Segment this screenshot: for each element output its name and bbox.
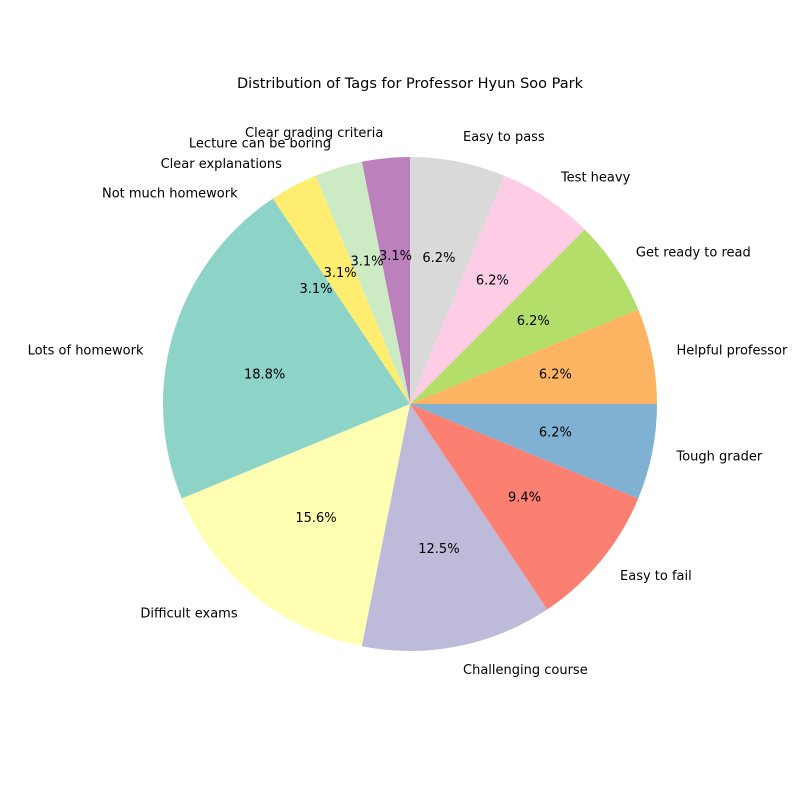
slice-pct-easy-to-fail: 9.4% <box>508 491 541 506</box>
slice-label-clear-explanations: Clear explanations <box>161 157 283 172</box>
slice-pct-helpful-professor: 6.2% <box>539 368 572 383</box>
pie-slice-lots-of-homework <box>162 229 410 499</box>
pie-slice-not-much-homework <box>235 198 410 404</box>
chart-title: Distribution of Tags for Professor Hyun … <box>237 76 584 92</box>
slice-label-tough-grader: Tough grader <box>675 450 762 465</box>
pie-slice-easy-to-pass <box>410 157 505 404</box>
pie-slice-lecture-can-be-boring <box>315 161 410 404</box>
slice-pct-tough-grader: 6.2% <box>539 425 572 440</box>
slice-pct-clear-explanations: 3.1% <box>324 266 357 281</box>
slice-label-lecture-can-be-boring: Lecture can be boring <box>189 137 331 152</box>
pie-slice-clear-grading-criteria <box>361 157 410 404</box>
slice-label-helpful-professor: Helpful professor <box>676 343 788 358</box>
pie-slice-difficult-exams <box>181 404 410 647</box>
pie-slice-helpful-professor <box>410 309 657 404</box>
pie-slice-tough-grader <box>410 404 657 499</box>
slice-pct-test-heavy: 6.2% <box>476 273 509 288</box>
slice-label-lots-of-homework: Lots of homework <box>28 343 144 358</box>
labels-layer: Lots of homework 18.8% Difficult exams 15.6… <box>28 126 788 678</box>
pie-slice-easy-to-fail <box>410 404 639 610</box>
slice-pct-get-ready-to-read: 6.2% <box>517 314 550 329</box>
pie-slice-test-heavy <box>410 175 585 404</box>
slice-label-difficult-exams: Difficult exams <box>140 607 238 622</box>
slice-label-clear-grading-criteria: Clear grading criteria <box>245 126 383 141</box>
slice-label-easy-to-pass: Easy to pass <box>463 130 545 145</box>
slice-label-get-ready-to-read: Get ready to read <box>636 246 751 261</box>
slice-pct-lecture-can-be-boring: 3.1% <box>350 255 383 270</box>
slice-pct-challenging-course: 12.5% <box>418 542 459 557</box>
slice-pct-difficult-exams: 15.6% <box>295 511 336 526</box>
pie-slice-clear-explanations <box>272 175 410 404</box>
pie-slice-challenging-course <box>361 404 548 651</box>
slice-label-easy-to-fail: Easy to fail <box>620 569 692 584</box>
slice-label-challenging-course: Challenging course <box>463 663 588 678</box>
slices-layer <box>162 157 657 651</box>
slice-pct-easy-to-pass: 6.2% <box>422 251 455 266</box>
slice-pct-not-much-homework: 3.1% <box>299 282 332 297</box>
slice-label-test-heavy: Test heavy <box>560 171 631 186</box>
slice-pct-lots-of-homework: 18.8% <box>244 368 285 383</box>
slice-pct-clear-grading-criteria: 3.1% <box>379 249 412 264</box>
pie-slice-get-ready-to-read <box>410 229 639 404</box>
slice-label-not-much-homework: Not much homework <box>102 186 238 201</box>
